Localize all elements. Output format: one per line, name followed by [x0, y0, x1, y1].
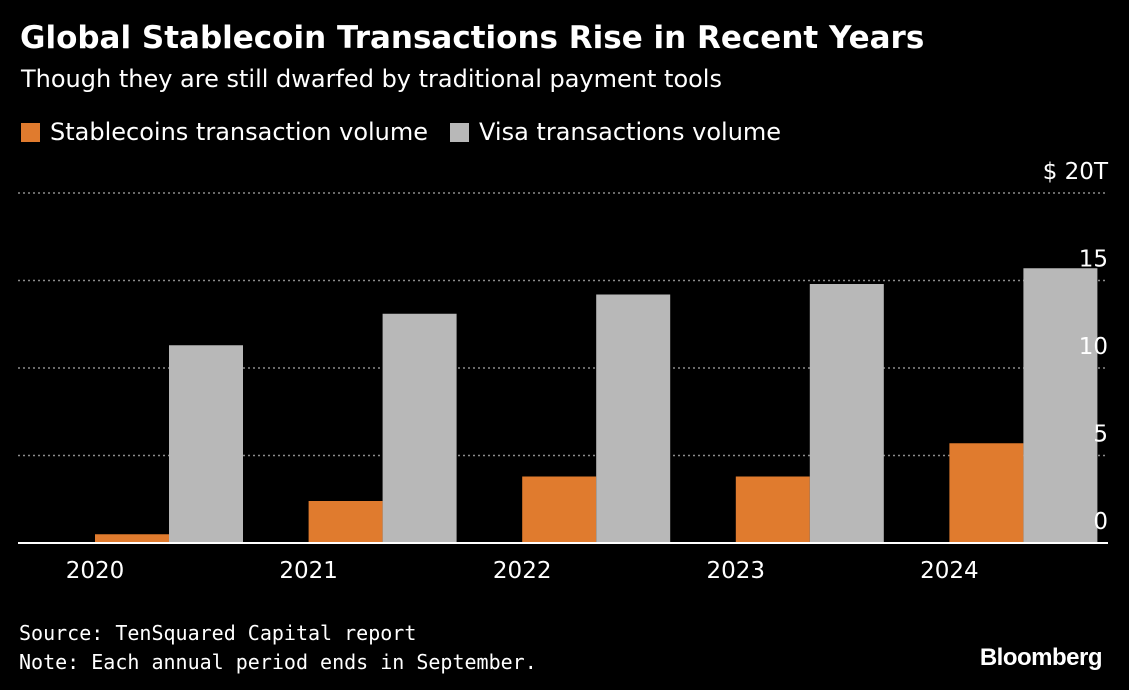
- legend-item-stablecoins: Stablecoins transaction volume: [21, 118, 428, 146]
- legend-item-visa: Visa transactions volume: [450, 118, 781, 146]
- chart-legend: Stablecoins transaction volume Visa tran…: [21, 118, 803, 146]
- bloomberg-logo: Bloomberg: [979, 644, 1103, 671]
- legend-label-visa: Visa transactions volume: [479, 118, 782, 146]
- period-note: Note: Each annual period ends in Septemb…: [19, 650, 537, 674]
- x-tick-label-2024: 2024: [920, 558, 979, 584]
- y-tick-label-10: 10: [1079, 334, 1108, 360]
- tick-labels: 0 5 10 15 $ 20T 2020 2021 2022 2023 2024: [66, 159, 1109, 584]
- bars: [95, 268, 1098, 543]
- x-tick-label-2022: 2022: [493, 558, 552, 584]
- y-tick-label-15: 15: [1079, 247, 1108, 273]
- chart-title: Global Stablecoin Transactions Rise in R…: [20, 20, 925, 56]
- y-tick-label-20: $ 20T: [1043, 159, 1109, 185]
- stablecoin-bar-2023: [735, 476, 810, 543]
- y-tick-label-0: 0: [1093, 509, 1108, 535]
- legend-swatch-stablecoins: [21, 122, 40, 142]
- stablecoin-bar-2020: [95, 534, 169, 543]
- visa-bar-2024: [1023, 268, 1098, 543]
- x-tick-label-2020: 2020: [66, 558, 125, 584]
- legend-swatch-visa: [450, 122, 470, 142]
- x-tick-label-2021: 2021: [279, 558, 338, 584]
- visa-bar-2021: [382, 313, 457, 543]
- y-tick-label-5: 5: [1093, 422, 1108, 448]
- legend-label-stablecoins: Stablecoins transaction volume: [50, 118, 429, 146]
- stablecoin-bar-2022: [522, 476, 597, 543]
- source-note: Source: TenSquared Capital report: [19, 621, 417, 645]
- chart-subtitle: Though they are still dwarfed by traditi…: [21, 65, 722, 93]
- x-tick-label-2023: 2023: [707, 558, 766, 584]
- visa-bar-2022: [596, 294, 671, 543]
- stablecoin-bar-2024: [949, 443, 1024, 543]
- visa-bar-2020: [169, 345, 243, 543]
- visa-bar-2023: [809, 284, 884, 543]
- stablecoin-bar-2021: [308, 501, 383, 543]
